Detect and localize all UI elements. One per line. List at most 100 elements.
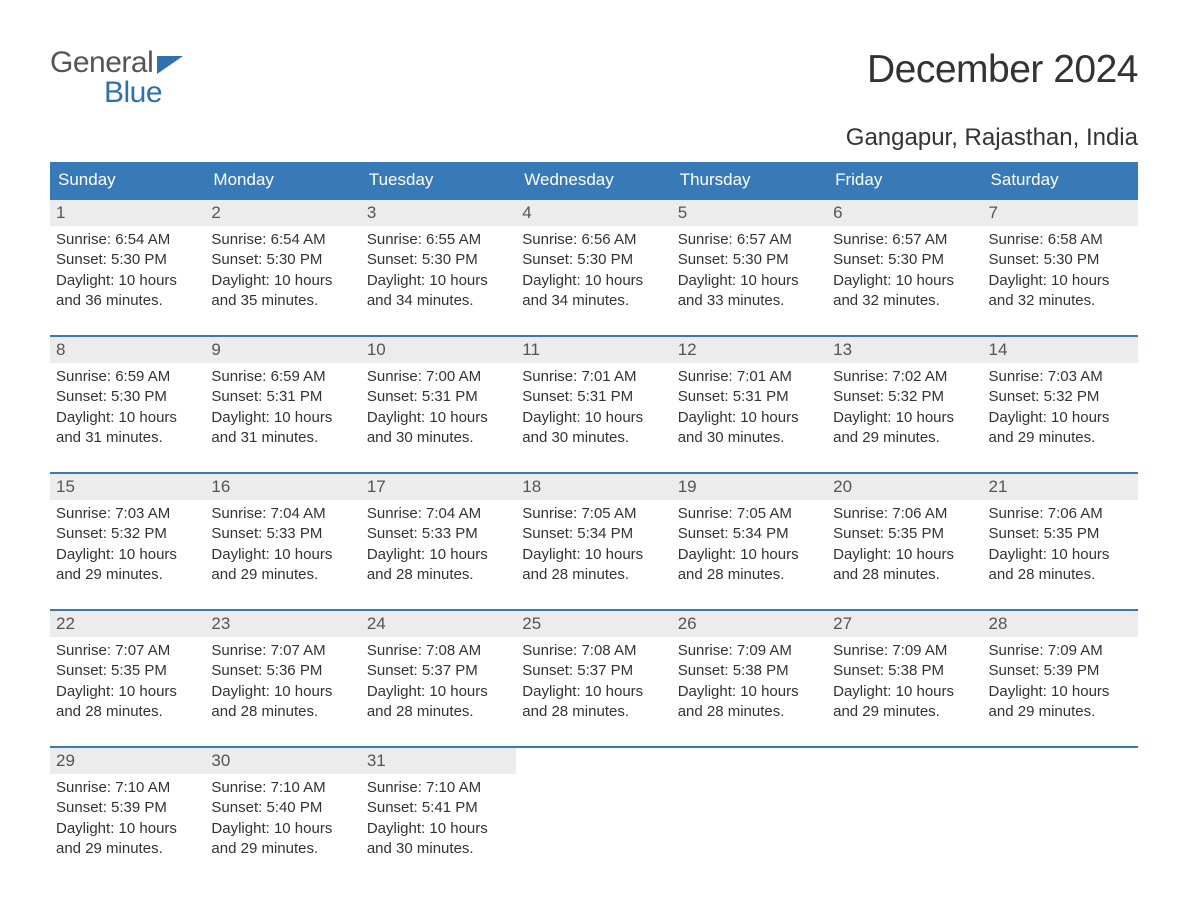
day-body: Sunrise: 7:07 AMSunset: 5:36 PMDaylight:… xyxy=(205,637,360,722)
sunrise-line: Sunrise: 7:06 AM xyxy=(833,504,976,524)
sunrise-line: Sunrise: 6:56 AM xyxy=(522,230,665,250)
day-number: 27 xyxy=(827,611,982,637)
day-number: 13 xyxy=(827,337,982,363)
day-cell: 15Sunrise: 7:03 AMSunset: 5:32 PMDayligh… xyxy=(50,474,205,609)
day-cell: 5Sunrise: 6:57 AMSunset: 5:30 PMDaylight… xyxy=(672,200,827,335)
day-body: Sunrise: 6:58 AMSunset: 5:30 PMDaylight:… xyxy=(983,226,1138,311)
day-cell: 1Sunrise: 6:54 AMSunset: 5:30 PMDaylight… xyxy=(50,200,205,335)
day-body: Sunrise: 6:54 AMSunset: 5:30 PMDaylight:… xyxy=(50,226,205,311)
sunrise-line: Sunrise: 7:10 AM xyxy=(367,778,510,798)
daylight-line-1: Daylight: 10 hours xyxy=(367,271,510,291)
sunrise-line: Sunrise: 6:59 AM xyxy=(56,367,199,387)
day-body: Sunrise: 6:56 AMSunset: 5:30 PMDaylight:… xyxy=(516,226,671,311)
daylight-line-2: and 28 minutes. xyxy=(522,565,665,585)
day-body: Sunrise: 7:10 AMSunset: 5:41 PMDaylight:… xyxy=(361,774,516,859)
sunrise-line: Sunrise: 7:05 AM xyxy=(678,504,821,524)
day-number: 31 xyxy=(361,748,516,774)
day-number: 21 xyxy=(983,474,1138,500)
daylight-line-1: Daylight: 10 hours xyxy=(522,408,665,428)
sunset-line: Sunset: 5:41 PM xyxy=(367,798,510,818)
day-cell: 4Sunrise: 6:56 AMSunset: 5:30 PMDaylight… xyxy=(516,200,671,335)
day-body: Sunrise: 7:04 AMSunset: 5:33 PMDaylight:… xyxy=(205,500,360,585)
logo-triangle-icon xyxy=(157,56,183,74)
sunrise-line: Sunrise: 6:57 AM xyxy=(678,230,821,250)
week-row: 1Sunrise: 6:54 AMSunset: 5:30 PMDaylight… xyxy=(50,198,1138,335)
daylight-line-1: Daylight: 10 hours xyxy=(522,682,665,702)
daylight-line-1: Daylight: 10 hours xyxy=(522,545,665,565)
daylight-line-2: and 29 minutes. xyxy=(989,428,1132,448)
day-body: Sunrise: 7:08 AMSunset: 5:37 PMDaylight:… xyxy=(516,637,671,722)
daylight-line-1: Daylight: 10 hours xyxy=(56,682,199,702)
logo-top: General xyxy=(50,48,183,78)
day-number: 11 xyxy=(516,337,671,363)
daylight-line-1: Daylight: 10 hours xyxy=(678,271,821,291)
sunset-line: Sunset: 5:39 PM xyxy=(56,798,199,818)
day-number: 12 xyxy=(672,337,827,363)
daylight-line-1: Daylight: 10 hours xyxy=(367,682,510,702)
logo-word-general: General xyxy=(50,48,153,78)
sunrise-line: Sunrise: 7:06 AM xyxy=(989,504,1132,524)
daylight-line-1: Daylight: 10 hours xyxy=(678,408,821,428)
sunset-line: Sunset: 5:40 PM xyxy=(211,798,354,818)
daylight-line-2: and 29 minutes. xyxy=(211,565,354,585)
sunrise-line: Sunrise: 6:57 AM xyxy=(833,230,976,250)
dow-cell: Tuesday xyxy=(361,162,516,198)
sunset-line: Sunset: 5:32 PM xyxy=(833,387,976,407)
day-body: Sunrise: 7:08 AMSunset: 5:37 PMDaylight:… xyxy=(361,637,516,722)
daylight-line-1: Daylight: 10 hours xyxy=(367,545,510,565)
daylight-line-1: Daylight: 10 hours xyxy=(678,545,821,565)
day-number: 14 xyxy=(983,337,1138,363)
sunrise-line: Sunrise: 7:09 AM xyxy=(989,641,1132,661)
daylight-line-1: Daylight: 10 hours xyxy=(367,819,510,839)
day-number: 30 xyxy=(205,748,360,774)
day-number: 10 xyxy=(361,337,516,363)
day-number: 26 xyxy=(672,611,827,637)
daylight-line-2: and 28 minutes. xyxy=(211,702,354,722)
day-body: Sunrise: 7:09 AMSunset: 5:39 PMDaylight:… xyxy=(983,637,1138,722)
sunset-line: Sunset: 5:30 PM xyxy=(678,250,821,270)
day-body: Sunrise: 7:06 AMSunset: 5:35 PMDaylight:… xyxy=(827,500,982,585)
sunrise-line: Sunrise: 7:03 AM xyxy=(989,367,1132,387)
day-body: Sunrise: 6:55 AMSunset: 5:30 PMDaylight:… xyxy=(361,226,516,311)
daylight-line-2: and 29 minutes. xyxy=(989,702,1132,722)
sunset-line: Sunset: 5:34 PM xyxy=(678,524,821,544)
day-body: Sunrise: 7:06 AMSunset: 5:35 PMDaylight:… xyxy=(983,500,1138,585)
sunrise-line: Sunrise: 7:10 AM xyxy=(56,778,199,798)
daylight-line-2: and 32 minutes. xyxy=(833,291,976,311)
day-number: 28 xyxy=(983,611,1138,637)
day-body: Sunrise: 6:57 AMSunset: 5:30 PMDaylight:… xyxy=(672,226,827,311)
day-cell: 6Sunrise: 6:57 AMSunset: 5:30 PMDaylight… xyxy=(827,200,982,335)
day-cell: 30Sunrise: 7:10 AMSunset: 5:40 PMDayligh… xyxy=(205,748,360,883)
sunrise-line: Sunrise: 7:08 AM xyxy=(522,641,665,661)
daylight-line-2: and 29 minutes. xyxy=(56,565,199,585)
sunrise-line: Sunrise: 7:04 AM xyxy=(367,504,510,524)
sunset-line: Sunset: 5:30 PM xyxy=(56,250,199,270)
sunrise-line: Sunrise: 7:08 AM xyxy=(367,641,510,661)
month-title: December 2024 xyxy=(867,48,1138,92)
daylight-line-2: and 30 minutes. xyxy=(367,839,510,859)
logo-word-blue: Blue xyxy=(104,78,162,108)
daylight-line-2: and 28 minutes. xyxy=(989,565,1132,585)
day-body: Sunrise: 7:07 AMSunset: 5:35 PMDaylight:… xyxy=(50,637,205,722)
day-body: Sunrise: 7:10 AMSunset: 5:40 PMDaylight:… xyxy=(205,774,360,859)
day-cell xyxy=(672,748,827,883)
sunrise-line: Sunrise: 7:01 AM xyxy=(678,367,821,387)
day-body: Sunrise: 6:54 AMSunset: 5:30 PMDaylight:… xyxy=(205,226,360,311)
day-body: Sunrise: 7:05 AMSunset: 5:34 PMDaylight:… xyxy=(672,500,827,585)
daylight-line-1: Daylight: 10 hours xyxy=(989,545,1132,565)
day-cell: 16Sunrise: 7:04 AMSunset: 5:33 PMDayligh… xyxy=(205,474,360,609)
dow-cell: Wednesday xyxy=(516,162,671,198)
day-cell: 14Sunrise: 7:03 AMSunset: 5:32 PMDayligh… xyxy=(983,337,1138,472)
day-cell: 10Sunrise: 7:00 AMSunset: 5:31 PMDayligh… xyxy=(361,337,516,472)
sunset-line: Sunset: 5:39 PM xyxy=(989,661,1132,681)
day-number: 23 xyxy=(205,611,360,637)
day-number: 25 xyxy=(516,611,671,637)
sunrise-line: Sunrise: 6:58 AM xyxy=(989,230,1132,250)
day-number: 5 xyxy=(672,200,827,226)
sunset-line: Sunset: 5:32 PM xyxy=(56,524,199,544)
sunset-line: Sunset: 5:31 PM xyxy=(678,387,821,407)
sunrise-line: Sunrise: 7:09 AM xyxy=(833,641,976,661)
day-cell: 18Sunrise: 7:05 AMSunset: 5:34 PMDayligh… xyxy=(516,474,671,609)
day-body: Sunrise: 6:57 AMSunset: 5:30 PMDaylight:… xyxy=(827,226,982,311)
week-row: 15Sunrise: 7:03 AMSunset: 5:32 PMDayligh… xyxy=(50,472,1138,609)
